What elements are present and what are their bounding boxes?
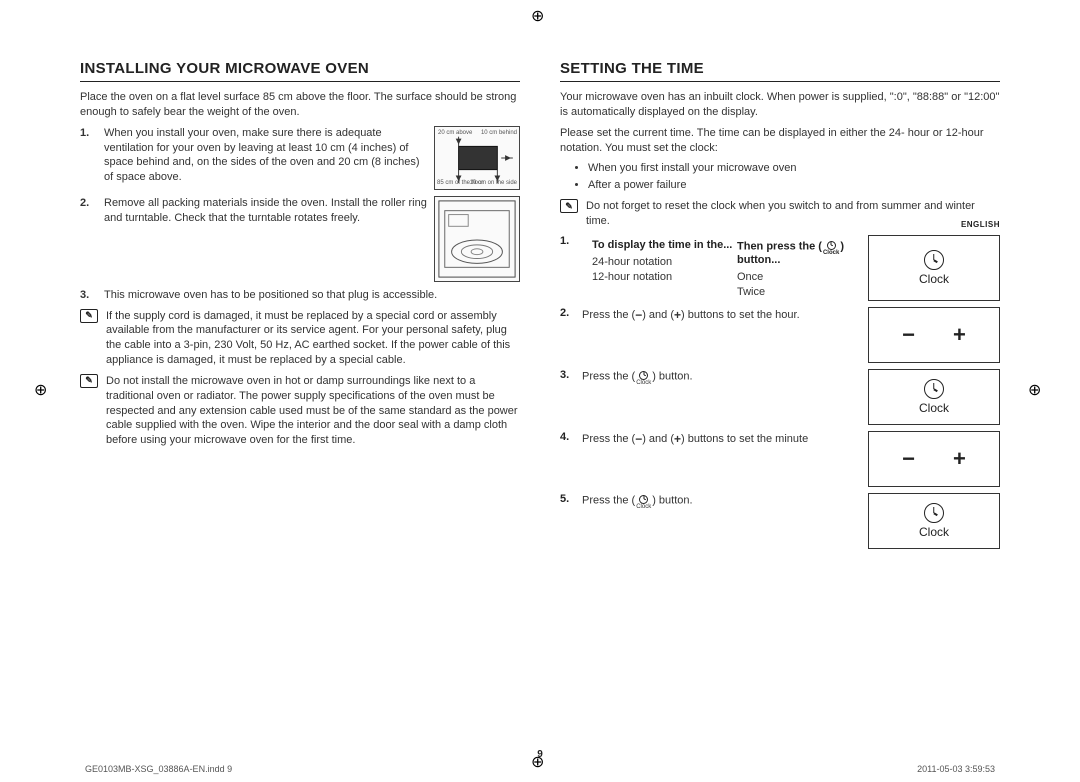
crop-mark-icon: ⊕	[531, 6, 544, 26]
clock-icon: Clock	[636, 371, 651, 386]
footer-file: GE0103MB-XSG_03886A-EN.indd 9	[85, 764, 232, 774]
intro-time-2: Please set the current time. The time ca…	[560, 126, 1000, 156]
crop-mark-icon: ⊕	[34, 380, 47, 400]
step-number: 2.	[560, 307, 574, 319]
col-installing: INSTALLING YOUR MICROWAVE OVEN Place the…	[80, 60, 520, 555]
note2-text: Do not install the microwave oven in hot…	[106, 374, 520, 448]
bullet: When you first install your microwave ov…	[588, 161, 1000, 176]
clock-icon: Clock	[919, 250, 949, 286]
cell: Once	[737, 270, 860, 285]
clock-icon: Clock	[919, 379, 949, 415]
step-number: 4.	[560, 431, 574, 443]
heading-installing: INSTALLING YOUR MICROWAVE OVEN	[80, 60, 520, 82]
clock-panel: Clock	[868, 369, 1000, 425]
step-number: 5.	[560, 493, 574, 505]
step-number: 3.	[560, 369, 574, 381]
note-icon	[80, 374, 98, 388]
minus-icon: −	[902, 322, 915, 348]
clearance-diagram: 20 cm above 10 cm behind 85 cm of the fl…	[434, 126, 520, 190]
clock-panel: Clock	[868, 235, 1000, 301]
plusminus-panel: −+	[868, 431, 1000, 487]
minus-icon: −	[902, 446, 915, 472]
step3-text: This microwave oven has to be positioned…	[104, 288, 520, 303]
label: 20 cm above	[438, 129, 472, 137]
step3-text: Press the (Clock) button.	[582, 369, 860, 384]
turntable-diagram	[434, 196, 520, 282]
heading-time: SETTING THE TIME	[560, 60, 1000, 82]
step-number: 1.	[560, 235, 574, 247]
step4-text: Press the (−) and (+) buttons to set the…	[582, 431, 860, 447]
plusminus-panel: −+	[868, 307, 1000, 363]
plus-icon: +	[674, 307, 681, 323]
step-number: 1.	[80, 126, 94, 190]
intro-installing: Place the oven on a flat level surface 8…	[80, 90, 520, 120]
language-tab: ENGLISH	[961, 220, 1000, 229]
tbl-h1: To display the time in the...	[592, 239, 737, 251]
clock-icon: Clock	[919, 503, 949, 539]
clock-icon: Clock	[823, 241, 839, 256]
label: 10 cm on the side	[470, 179, 517, 187]
page-content: INSTALLING YOUR MICROWAVE OVEN Place the…	[80, 60, 1000, 555]
tbl-h2: Then press the (Clock) button...	[737, 239, 860, 266]
step5-text: Press the (Clock) button.	[582, 493, 860, 508]
clock-icon: Clock	[636, 495, 651, 510]
cell: 12-hour notation	[592, 270, 737, 285]
cell: Twice	[737, 285, 860, 300]
note-text: Do not forget to reset the clock when yo…	[586, 199, 1000, 229]
plus-icon: +	[953, 446, 966, 472]
note-icon	[80, 309, 98, 323]
footer-timestamp: 2011-05-03 3:59:53	[917, 764, 995, 774]
page-number: 9	[537, 749, 543, 760]
step2-text: Press the (−) and (+) buttons to set the…	[582, 307, 860, 323]
step-number: 2.	[80, 196, 94, 282]
note1-text: If the supply cord is damaged, it must b…	[106, 309, 520, 368]
clock-panel: Clock	[868, 493, 1000, 549]
plus-icon: +	[674, 431, 681, 447]
note-icon	[560, 199, 578, 213]
plus-icon: +	[953, 322, 966, 348]
col-setting-time: ENGLISH SETTING THE TIME Your microwave …	[560, 60, 1000, 555]
bullet: After a power failure	[588, 178, 1000, 193]
crop-mark-icon: ⊕	[1028, 380, 1041, 400]
step-number: 3.	[80, 288, 94, 303]
label: 10 cm behind	[481, 129, 517, 137]
intro-time-1: Your microwave oven has an inbuilt clock…	[560, 90, 1000, 120]
cell: 24-hour notation	[592, 255, 737, 270]
